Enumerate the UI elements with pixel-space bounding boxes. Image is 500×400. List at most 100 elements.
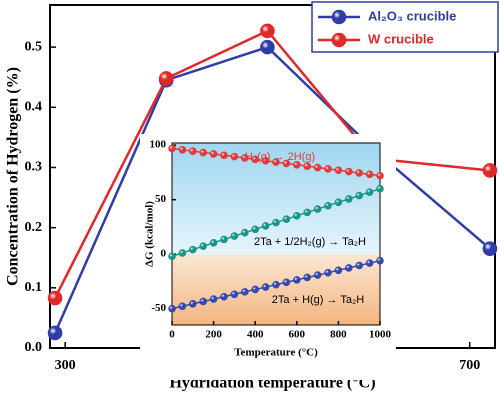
- series-annotation: 2Ta + 1/2H₂(g) → Ta₂H: [254, 236, 366, 248]
- data-point: [344, 264, 353, 272]
- data-point: [230, 152, 239, 161]
- y-tick-label: 50: [155, 193, 167, 205]
- x-tick-label: 400: [247, 329, 264, 341]
- data-point: [199, 242, 207, 251]
- data-point: [334, 266, 343, 275]
- data-point: [313, 163, 322, 172]
- data-point: [482, 163, 498, 178]
- data-point: [313, 205, 322, 213]
- data-point: [313, 271, 322, 279]
- data-point: [282, 215, 291, 223]
- legend-label: W crucible: [368, 31, 434, 46]
- data-point: [303, 162, 312, 170]
- data-point: [199, 148, 207, 157]
- x-tick-label: 200: [205, 329, 222, 341]
- data-point: [334, 166, 343, 175]
- y-tick-label: 100: [150, 139, 167, 151]
- data-point: [241, 288, 249, 296]
- y-tick-label: 0.4: [25, 100, 43, 115]
- data-point: [365, 170, 374, 179]
- data-point: [365, 259, 374, 267]
- y-tick-label: 0.1: [25, 280, 43, 295]
- x-axis-title: Temperature (°C): [234, 347, 318, 359]
- data-point: [355, 169, 364, 177]
- data-point: [251, 285, 259, 294]
- data-point: [220, 292, 228, 301]
- y-axis-title: ΔG (kcal/mol): [144, 201, 156, 267]
- data-point: [261, 156, 270, 165]
- data-point: [303, 208, 312, 217]
- data-point: [344, 195, 353, 203]
- x-tick-label: 600: [289, 329, 306, 341]
- data-point: [189, 245, 197, 254]
- data-point: [334, 198, 343, 207]
- data-point: [241, 228, 249, 237]
- data-point: [168, 252, 176, 261]
- data-point: [230, 232, 239, 240]
- data-point: [272, 218, 280, 227]
- x-tick-label: 300: [55, 358, 76, 373]
- y-tick-label: 0.0: [25, 340, 43, 355]
- y-tick-label: 0: [161, 248, 167, 260]
- data-point: [303, 273, 312, 282]
- data-point: [220, 151, 228, 160]
- data-point: [209, 239, 218, 247]
- data-point: [251, 225, 259, 234]
- data-point: [365, 188, 374, 196]
- x-tick-label: 0: [169, 329, 175, 341]
- data-point: [292, 212, 301, 220]
- data-point: [241, 154, 249, 162]
- y-tick-label: 0.5: [25, 39, 43, 54]
- data-point: [260, 39, 275, 55]
- data-point: [344, 167, 353, 176]
- data-point: [178, 302, 187, 311]
- data-point: [292, 276, 301, 284]
- x-tick-label: 1000: [369, 329, 392, 341]
- data-point: [272, 280, 280, 289]
- data-point: [261, 222, 270, 230]
- data-point: [209, 150, 218, 158]
- y-axis-title: Concentration of Hydrogen (%): [5, 67, 22, 286]
- y-tick-label: 0.3: [25, 160, 43, 175]
- data-point: [168, 304, 176, 313]
- data-point: [376, 171, 384, 180]
- data-point: [355, 261, 364, 270]
- data-point: [189, 300, 197, 308]
- legend-label: Al₂O₃ crucible: [368, 8, 456, 23]
- x-tick-label: 700: [459, 358, 480, 373]
- data-point: [189, 147, 197, 155]
- data-point: [178, 249, 187, 257]
- data-point: [482, 241, 498, 257]
- data-point: [47, 290, 63, 306]
- series-annotation: 2Ta + H(g) → Ta₂H: [272, 294, 364, 306]
- data-point: [324, 165, 332, 173]
- data-point: [292, 160, 301, 169]
- data-point: [199, 297, 207, 306]
- x-tick-label: 800: [330, 329, 347, 341]
- data-point: [178, 146, 187, 154]
- series-annotation: H₂(g) → 2H(g): [245, 151, 315, 163]
- inset-bg-bottom: [172, 254, 380, 325]
- data-point: [324, 201, 332, 210]
- data-point: [282, 159, 291, 168]
- data-point: [159, 71, 174, 86]
- data-point: [209, 295, 218, 303]
- data-point: [230, 290, 239, 299]
- data-point: [168, 144, 176, 153]
- data-point: [376, 256, 384, 265]
- data-point: [251, 155, 259, 164]
- data-point: [261, 283, 270, 291]
- legend-marker: [331, 9, 347, 25]
- data-point: [355, 191, 364, 200]
- legend-marker: [331, 32, 347, 48]
- data-point: [260, 23, 275, 39]
- data-point: [47, 325, 63, 341]
- data-point: [272, 158, 280, 166]
- data-point: [220, 235, 228, 244]
- data-point: [376, 184, 384, 193]
- y-tick-label: -50: [151, 302, 166, 314]
- y-tick-label: 0.2: [25, 220, 43, 235]
- data-point: [324, 268, 332, 277]
- data-point: [282, 278, 291, 287]
